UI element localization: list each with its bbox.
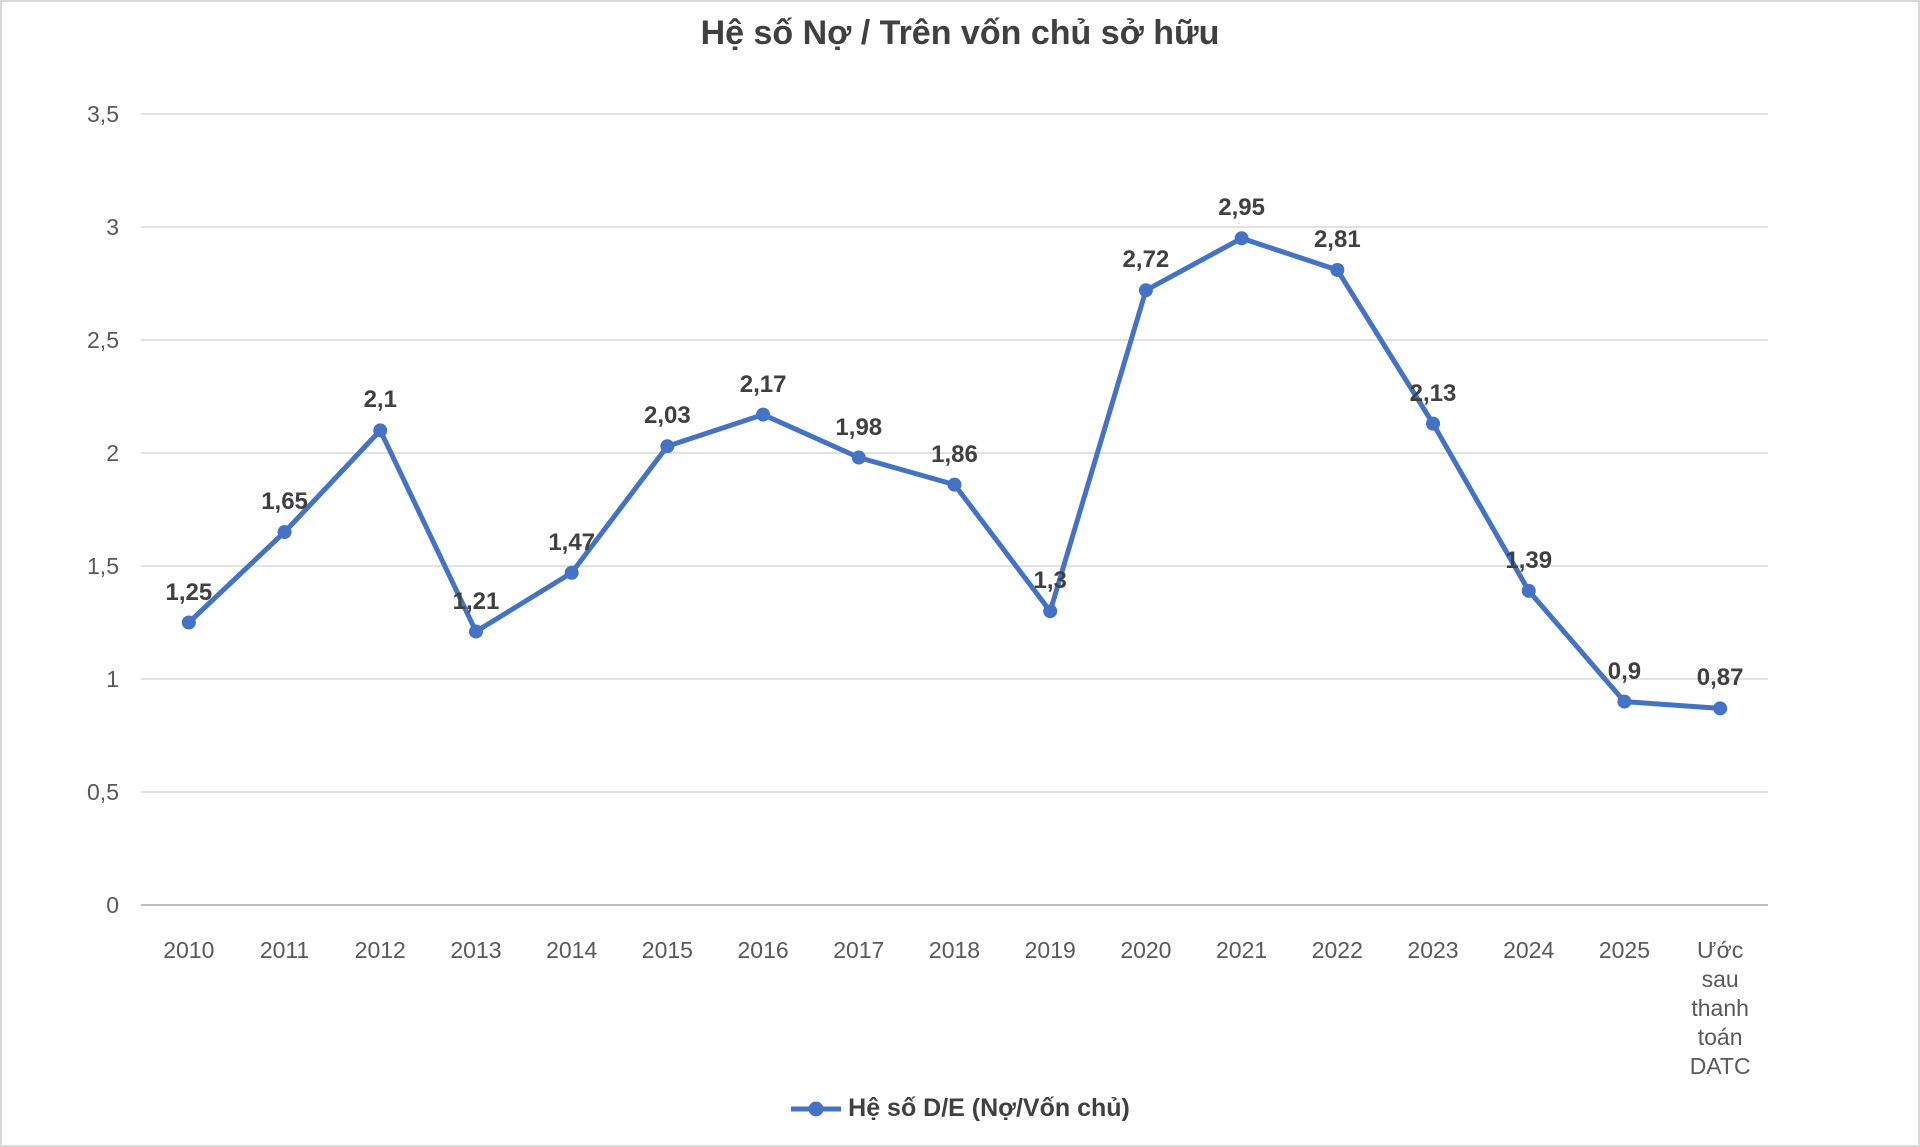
data-point-marker bbox=[660, 439, 675, 454]
data-point-marker bbox=[1138, 283, 1153, 298]
x-axis-tick-label: 2013 bbox=[450, 937, 502, 963]
x-axis-tick-label: 2016 bbox=[737, 937, 789, 963]
data-point-marker bbox=[373, 423, 388, 438]
data-point-marker bbox=[1617, 694, 1632, 709]
data-point-marker bbox=[1043, 604, 1058, 619]
x-axis-tick-label: 2020 bbox=[1120, 937, 1172, 963]
x-axis-tick-label: 2010 bbox=[163, 937, 215, 963]
x-axis-tick-label: 2011 bbox=[259, 937, 310, 963]
data-label: 2,13 bbox=[1409, 379, 1457, 407]
data-point-marker bbox=[1713, 701, 1728, 716]
series-line bbox=[186, 235, 1723, 711]
data-point-marker bbox=[756, 407, 771, 422]
legend-line-marker-icon bbox=[791, 1101, 842, 1116]
y-axis-tick-label: 1,5 bbox=[87, 553, 119, 579]
x-axis-tick-label: 2024 bbox=[1503, 937, 1555, 963]
legend: Hệ số D/E (Nợ/Vốn chủ) bbox=[2, 1094, 1918, 1123]
data-label: 2,95 bbox=[1218, 194, 1265, 222]
data-point-marker bbox=[1330, 262, 1345, 277]
x-axis-tick-label: 2014 bbox=[546, 937, 598, 963]
data-label: 2,03 bbox=[644, 402, 691, 430]
x-axis-tick-label: 2021 bbox=[1216, 937, 1268, 963]
x-axis-tick-label: 2012 bbox=[354, 937, 406, 963]
y-axis-tick-label: 3 bbox=[106, 214, 119, 240]
data-label: 1,25 bbox=[165, 578, 213, 606]
data-label: 1,86 bbox=[931, 440, 978, 468]
x-axis-tick-label: 2017 bbox=[833, 937, 885, 963]
x-axis-tick-label: 2015 bbox=[641, 937, 693, 963]
data-point-marker bbox=[468, 624, 483, 639]
data-label: 2,1 bbox=[363, 386, 397, 414]
x-axis-tick-label: 2019 bbox=[1024, 937, 1076, 963]
data-label: 1,98 bbox=[835, 413, 883, 441]
data-point-marker bbox=[564, 565, 579, 580]
chart-title: Hệ số Nợ / Trên vốn chủ sở hữu bbox=[700, 14, 1220, 52]
data-label: 0,87 bbox=[1696, 664, 1744, 692]
data-label: 2,17 bbox=[739, 370, 787, 398]
data-label: 1,65 bbox=[261, 488, 308, 516]
x-axis-tick-label: 2025 bbox=[1598, 937, 1651, 963]
y-axis-tick-label: 1 bbox=[106, 666, 119, 692]
x-axis-tick-label: 2023 bbox=[1407, 937, 1459, 963]
y-axis-tick-label: 2 bbox=[106, 440, 119, 466]
data-label: 1,3 bbox=[1033, 567, 1067, 595]
data-label: 0,9 bbox=[1607, 657, 1642, 685]
data-label: 2,81 bbox=[1313, 225, 1361, 253]
x-axis-tick-label: 2018 bbox=[928, 937, 981, 963]
data-label: 1,47 bbox=[548, 528, 596, 556]
y-axis-tick-label: 2,5 bbox=[87, 327, 119, 353]
y-axis-tick-label: 3,5 bbox=[87, 101, 119, 127]
data-point-marker bbox=[181, 615, 196, 630]
x-axis-tick-label: Ước sau thanh toán DATC bbox=[1689, 937, 1751, 1079]
data-point-marker bbox=[947, 477, 962, 492]
data-label: 1,39 bbox=[1505, 546, 1553, 574]
data-point-marker bbox=[851, 450, 866, 465]
data-point-marker bbox=[1521, 583, 1536, 598]
x-axis-tick-label: 2022 bbox=[1311, 937, 1363, 963]
y-axis-tick-label: 0,5 bbox=[87, 779, 119, 805]
data-label: 2,72 bbox=[1122, 246, 1170, 274]
data-label: 1,21 bbox=[452, 587, 500, 615]
y-axis-tick-label: 0 bbox=[106, 892, 119, 918]
data-point-marker bbox=[1426, 416, 1441, 431]
data-point-marker bbox=[277, 525, 292, 540]
legend-label: Hệ số D/E (Nợ/Vốn chủ) bbox=[848, 1094, 1130, 1122]
data-point-marker bbox=[1234, 231, 1249, 246]
